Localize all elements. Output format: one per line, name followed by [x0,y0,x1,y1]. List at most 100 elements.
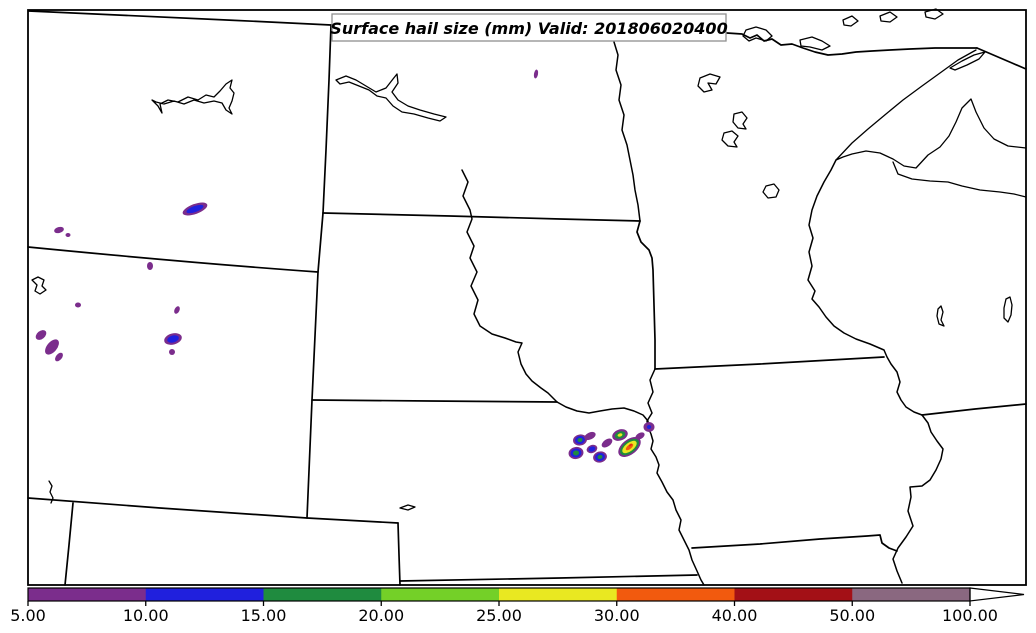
hail-spot-layer-red [628,443,633,447]
plot-border [27,9,1027,586]
hail-spot-layer-blue [646,425,652,429]
colorbar-tick-label: 20.00 [358,606,404,625]
hail-spot [54,226,64,234]
colorbar-segment [734,588,853,601]
border-mn-ontario-to-superior [976,47,1027,70]
hail-spot [584,431,596,441]
hail-spot [586,444,598,454]
colorbar-ticks [27,601,971,606]
river-mississippi-st-croix [807,159,944,584]
border-mn-ia [654,356,885,370]
river-big-sioux [646,368,656,428]
border-ia-mo [691,534,898,552]
hail-spot [174,306,180,314]
hail-spot [568,446,584,460]
colorbar-segment [499,588,618,601]
lakes-minnesota [697,73,780,199]
hail-spot [182,202,208,216]
colorbar-tick-label: 10.00 [123,606,169,625]
border-mt-wy [27,246,319,273]
colorbar-tick-label: 15.00 [241,606,287,625]
hail-spots [35,69,655,463]
border-mt-nd [322,24,332,214]
hail-spot [55,352,63,362]
hail-spot [164,333,182,345]
hail-spot-layer-green [573,450,579,456]
hail-spot-layer-purple [174,306,180,314]
border-41n-wy-south [27,497,399,524]
hail-spot [45,339,59,355]
hail-spot-layer-yellow [617,433,623,437]
lake-sakakawea [335,73,447,122]
hail-spot-layer-blue [167,335,179,343]
colorbar-tick-label: 100.00 [942,606,998,625]
hail-spot-layer-purple [45,339,59,355]
hail-spot-layer-purple [75,302,81,308]
hail-spot [643,422,655,432]
colorbar-segment [263,588,382,601]
hail-spot-layer-purple [55,352,63,362]
hail-spot-layer-green [577,437,583,443]
hail-spot-layer-purple [601,438,613,448]
border-ne-ks [399,574,698,582]
river-missouri [461,169,705,586]
colorbar-tick-label: 40.00 [712,606,758,625]
colorbar-segments [28,588,971,601]
hail-spot [65,233,71,237]
hail-spot-layer-purple [169,349,175,355]
rivers [461,41,944,586]
hail-spot-layer-purple [533,69,539,79]
hail-spot-layer-purple [35,330,47,340]
hail-spot-layer-purple [584,431,596,441]
lakes [31,8,1027,511]
hail-spot [35,330,47,340]
border-mn-sd [636,220,656,370]
state-borders [27,10,1027,586]
lake-petenwell [936,305,945,327]
lake-superior [835,49,1027,169]
title-box-background [331,13,727,42]
hail-spot [593,451,607,463]
colorbar-segment [145,588,264,601]
hail-spot [169,349,175,355]
border-104w-mt-wy-east [306,212,324,519]
hail-spot [618,437,641,457]
river-red [613,41,641,222]
hail-spot-layer-green [597,454,603,460]
colorbar-segment [28,588,147,601]
hail-spot [533,69,539,79]
reservoir-flaming-gorge [48,480,54,504]
plot-title: Surface hail size (mm) Valid: 2018060204… [330,19,727,38]
border-co-ne [397,522,401,586]
lake-mcconaughy [399,504,416,511]
hail-spot [601,438,613,448]
lakes-canada-border [742,8,944,51]
colorbar-segment [616,588,735,601]
border-ut-co [64,502,74,586]
lake-winnebago [1003,296,1013,323]
lake-yellowstone [31,276,47,295]
hail-spot-layer-blue [186,204,204,214]
colorbar-tick-label: 30.00 [594,606,640,625]
colorbar-extend-arrow [969,587,1025,602]
colorbar-tick-label: 5.00 [10,606,46,625]
title-box: Surface hail size (mm) Valid: 2018060204… [330,13,728,42]
hail-spot-layer-purple [147,262,153,270]
colorbar-tick-label: 25.00 [476,606,522,625]
hail-spot [147,262,153,270]
border-canada-us-east [726,32,978,56]
border-canada-us-west [28,10,332,26]
shore-lake-michigan-up [892,161,1027,198]
border-nd-sd [322,212,641,222]
border-sd-ne [311,399,558,403]
hail-spot [612,429,628,441]
colorbar-tick-label: 50.00 [829,606,875,625]
hail-spot-layer-purple [65,233,71,237]
lake-fort-peck [151,79,235,115]
colorbar-tick-labels: 5.00 10.00 15.00 20.00 25.00 30.00 40.00 50.00 1… [10,606,998,625]
border-wi-il [921,403,1027,416]
isle-royale [949,51,986,71]
hail-spot [573,434,587,446]
